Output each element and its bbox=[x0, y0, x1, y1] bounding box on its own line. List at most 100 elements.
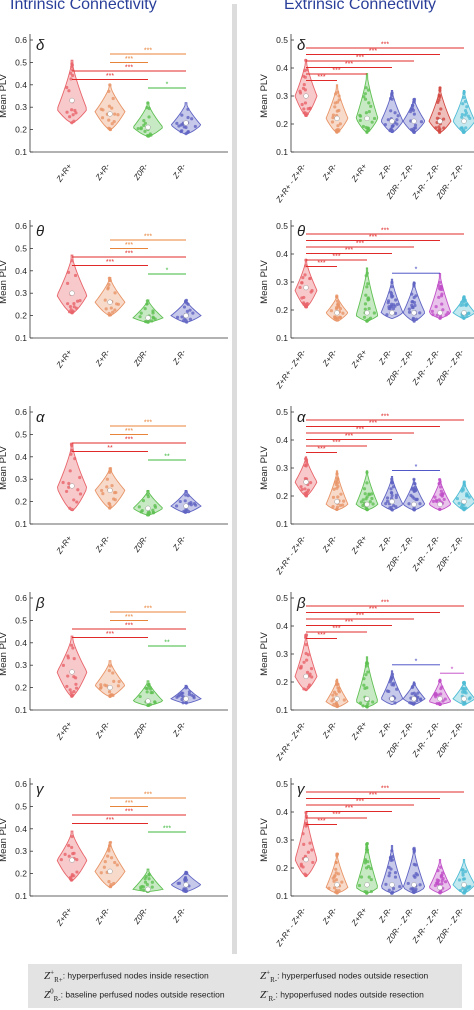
data-point bbox=[334, 878, 338, 882]
data-point bbox=[364, 664, 368, 668]
data-point bbox=[335, 704, 339, 708]
data-point bbox=[463, 99, 468, 104]
median-marker bbox=[364, 115, 370, 122]
significance-stars: *** bbox=[125, 56, 133, 63]
data-point bbox=[362, 487, 367, 491]
data-point bbox=[302, 107, 306, 111]
data-point bbox=[441, 117, 446, 121]
y-tick-label: 0.1 bbox=[15, 333, 27, 343]
data-point bbox=[387, 874, 391, 878]
y-tick-label: 0.4 bbox=[276, 63, 288, 73]
data-point bbox=[306, 850, 311, 854]
data-point bbox=[335, 100, 340, 104]
data-point bbox=[412, 98, 416, 102]
significance-stars: * bbox=[166, 268, 169, 275]
data-point bbox=[69, 77, 73, 81]
data-point bbox=[300, 281, 304, 285]
data-point bbox=[439, 692, 443, 696]
data-point bbox=[338, 307, 343, 311]
data-point bbox=[331, 116, 335, 120]
median-marker bbox=[364, 310, 370, 316]
data-point bbox=[304, 494, 308, 498]
y-tick-label: 0.1 bbox=[276, 147, 288, 157]
data-point bbox=[184, 889, 189, 893]
data-point bbox=[366, 864, 371, 869]
significance-stars: *** bbox=[381, 228, 389, 235]
median-marker bbox=[364, 882, 370, 888]
data-point bbox=[146, 683, 151, 688]
y-tick-label: 0.5 bbox=[276, 593, 288, 603]
data-point bbox=[179, 129, 183, 134]
data-point bbox=[69, 643, 74, 647]
data-point bbox=[150, 319, 154, 323]
data-point bbox=[367, 101, 371, 105]
data-point bbox=[438, 679, 442, 684]
data-point bbox=[300, 487, 304, 492]
median-marker bbox=[69, 483, 75, 489]
data-point bbox=[145, 302, 149, 306]
y-tick-label: 0.3 bbox=[276, 835, 288, 845]
legend-item-1: Z+R+: hyperperfused nodes inside resecti… bbox=[44, 968, 209, 984]
violin-body bbox=[170, 102, 202, 135]
data-point bbox=[303, 111, 307, 115]
legend-symbol-3: Z0R- bbox=[44, 987, 61, 1003]
data-point bbox=[463, 701, 467, 705]
data-point bbox=[362, 95, 366, 99]
data-point bbox=[108, 664, 112, 668]
band-label: θ bbox=[297, 223, 305, 240]
data-point bbox=[335, 891, 339, 895]
data-point bbox=[71, 646, 75, 650]
data-point bbox=[68, 506, 72, 510]
data-point bbox=[331, 505, 335, 509]
y-axis-label: Mean PLV bbox=[259, 818, 270, 862]
data-point bbox=[99, 871, 103, 875]
data-point bbox=[70, 63, 74, 67]
median-marker bbox=[69, 290, 75, 296]
data-point bbox=[364, 293, 368, 297]
median-marker bbox=[461, 310, 467, 316]
x-tick-label: Z+R+ - Z+R- bbox=[274, 906, 308, 949]
legend-symbol-1: Z+R+ bbox=[44, 968, 63, 984]
x-tick-label: Z+R- bbox=[93, 720, 111, 741]
data-point bbox=[390, 285, 394, 289]
data-point bbox=[72, 498, 76, 502]
data-point bbox=[367, 306, 371, 311]
data-point bbox=[439, 687, 443, 691]
median-marker bbox=[145, 124, 151, 131]
data-point bbox=[439, 107, 443, 111]
data-point bbox=[108, 83, 112, 87]
data-point bbox=[442, 126, 446, 130]
data-point bbox=[438, 485, 443, 489]
data-point bbox=[436, 869, 440, 873]
data-point bbox=[363, 302, 368, 306]
data-point bbox=[390, 891, 394, 895]
data-point bbox=[143, 307, 147, 311]
data-point bbox=[70, 845, 74, 850]
y-tick-label: 0.2 bbox=[15, 497, 27, 507]
data-point bbox=[458, 888, 462, 893]
data-point bbox=[365, 130, 369, 134]
median-marker bbox=[411, 882, 417, 888]
data-point bbox=[335, 852, 339, 856]
y-tick-label: 0.6 bbox=[15, 35, 27, 45]
y-tick-label: 0.5 bbox=[15, 429, 27, 439]
data-point bbox=[115, 302, 119, 306]
y-tick-label: 0.4 bbox=[15, 638, 27, 648]
legend-symbol-2: Z+R- bbox=[260, 968, 278, 984]
data-point bbox=[407, 502, 411, 506]
data-point bbox=[407, 310, 412, 314]
y-tick-label: 0.3 bbox=[15, 474, 27, 484]
data-point bbox=[392, 303, 396, 307]
data-point bbox=[369, 866, 373, 871]
data-point bbox=[310, 675, 314, 679]
chart-panel-intrinsic-2: 0.1 0.2 0.3 0.4 0.5 0.6 Mean PLV θ Z+R+ Z+R- Z0R- Z… bbox=[0, 220, 228, 370]
data-point bbox=[310, 848, 314, 852]
data-point bbox=[303, 101, 308, 105]
data-point bbox=[395, 118, 399, 122]
data-point bbox=[460, 115, 464, 119]
data-point bbox=[363, 858, 368, 862]
band-label: γ bbox=[36, 781, 45, 798]
significance-stars: *** bbox=[356, 799, 364, 806]
x-tick-label: Z0R- bbox=[131, 906, 149, 927]
data-point bbox=[66, 281, 70, 286]
